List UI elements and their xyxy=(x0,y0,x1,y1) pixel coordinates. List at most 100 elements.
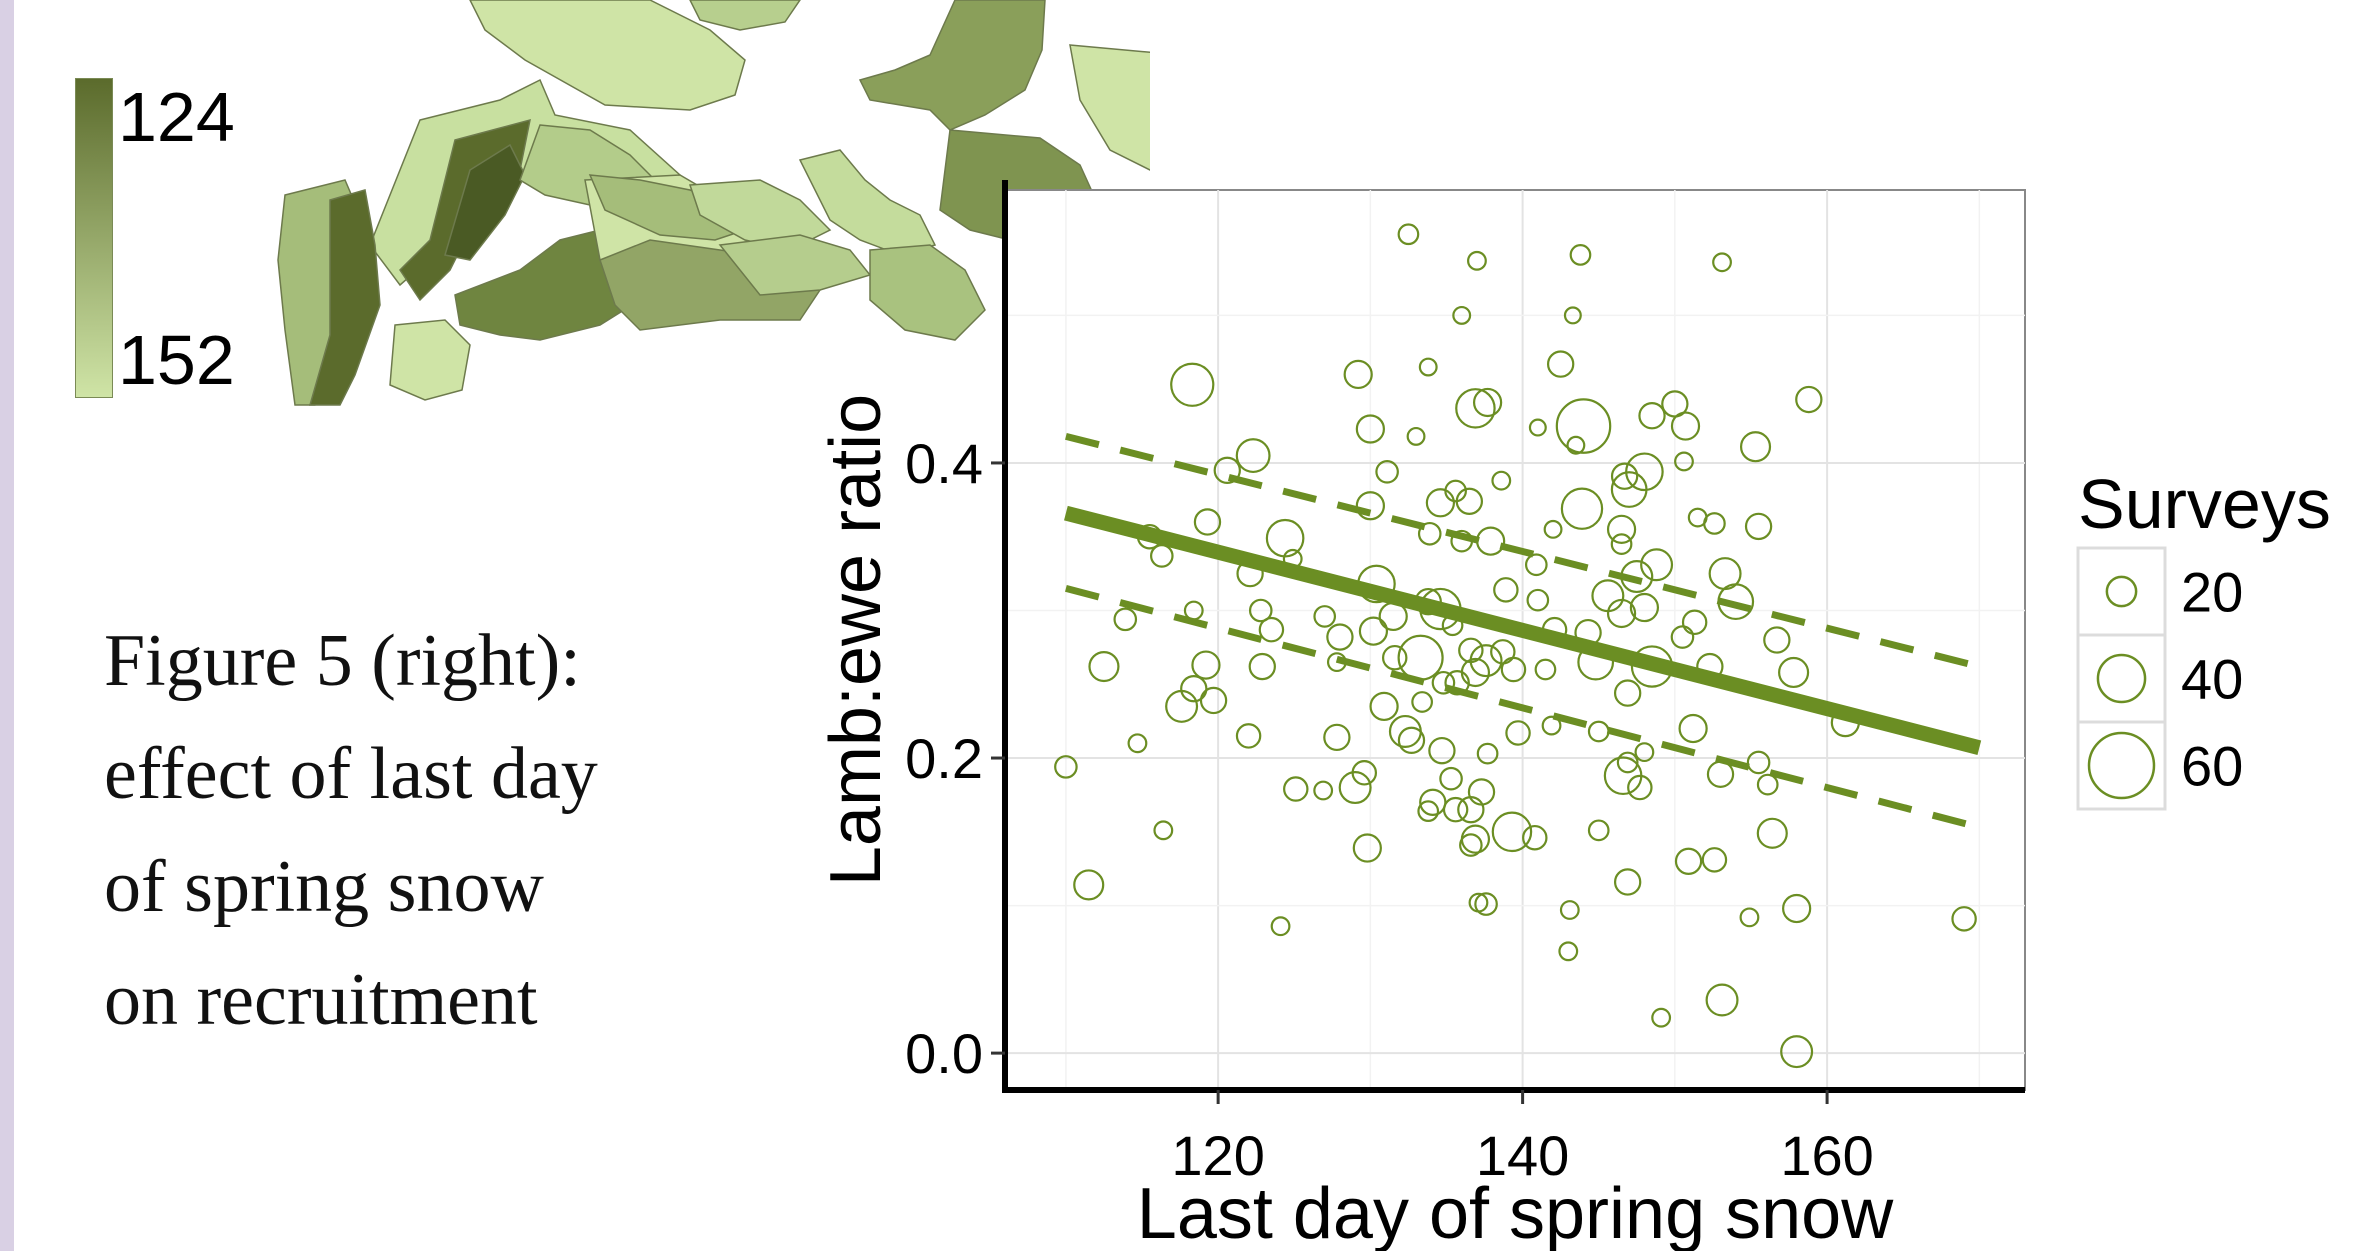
data-point xyxy=(1712,252,1732,273)
data-point xyxy=(1270,916,1291,937)
data-point xyxy=(1795,385,1823,414)
data-point xyxy=(1543,519,1563,539)
data-point xyxy=(1191,650,1221,680)
data-point xyxy=(1248,652,1276,681)
data-point xyxy=(1541,715,1562,736)
data-point xyxy=(1283,776,1309,802)
y-tick-label: 0.4 xyxy=(905,432,983,495)
data-point xyxy=(1491,811,1533,853)
map-region xyxy=(1069,44,1150,171)
data-point xyxy=(1701,847,1728,873)
data-point xyxy=(1439,766,1463,791)
data-point xyxy=(1522,824,1548,851)
data-point xyxy=(1235,723,1262,749)
figure-caption: Figure 5 (right): effect of last day of … xyxy=(104,605,724,1057)
data-point xyxy=(1411,691,1433,713)
data-point xyxy=(1343,359,1373,390)
map-region xyxy=(798,149,937,256)
data-point xyxy=(1778,656,1810,689)
data-point xyxy=(1546,350,1575,378)
data-point xyxy=(1369,691,1399,722)
data-point xyxy=(1555,398,1612,454)
size-legend-key xyxy=(2076,720,2167,811)
data-point xyxy=(1381,644,1408,671)
data-point xyxy=(1397,223,1420,246)
data-point xyxy=(1248,598,1273,623)
data-point xyxy=(1703,512,1726,535)
data-point xyxy=(1355,414,1385,444)
map-legend-bottom-label: 152 xyxy=(118,321,235,399)
data-point xyxy=(1674,451,1694,472)
data-point xyxy=(1452,305,1472,325)
data-point xyxy=(1756,817,1788,849)
data-point xyxy=(1455,487,1484,515)
data-point xyxy=(1566,435,1586,455)
data-point xyxy=(1558,941,1579,962)
data-point xyxy=(1323,723,1351,752)
data-point xyxy=(1681,609,1708,636)
data-point xyxy=(1638,402,1666,430)
data-point xyxy=(1472,387,1503,418)
data-point xyxy=(1559,900,1580,920)
caption-line: effect of last day xyxy=(104,733,598,815)
data-point xyxy=(1127,733,1148,754)
data-point xyxy=(1199,686,1228,715)
data-point xyxy=(1113,607,1138,632)
data-point xyxy=(1476,742,1499,765)
data-point xyxy=(1705,983,1739,1017)
data-point xyxy=(1746,750,1771,775)
ci-lower-line xyxy=(1065,584,1981,831)
data-point xyxy=(1457,795,1485,824)
data-point xyxy=(1524,553,1548,577)
data-point xyxy=(1526,588,1550,612)
size-legend-key xyxy=(2076,546,2167,637)
data-point xyxy=(1627,774,1653,801)
data-point xyxy=(1467,250,1487,271)
data-point xyxy=(1640,548,1674,582)
map-region xyxy=(444,143,526,261)
data-point xyxy=(1491,470,1512,491)
data-point xyxy=(1670,625,1695,649)
y-tick-label: 0.0 xyxy=(905,1022,983,1085)
data-point xyxy=(1355,491,1385,521)
size-legend-circle xyxy=(2105,575,2138,608)
size-legend-title: Surveys xyxy=(2078,465,2331,543)
data-point xyxy=(1235,438,1271,474)
map-region xyxy=(469,0,746,111)
size-legend-circle xyxy=(2096,653,2147,704)
data-point xyxy=(1474,892,1498,916)
data-point xyxy=(1610,471,1648,508)
data-point xyxy=(1351,760,1378,786)
data-point xyxy=(1613,868,1642,896)
data-point xyxy=(1444,670,1470,696)
data-point xyxy=(1674,847,1703,875)
data-point xyxy=(1468,892,1489,913)
map-region xyxy=(689,0,801,31)
data-point xyxy=(1425,488,1456,518)
data-point xyxy=(1610,462,1639,490)
ci-upper-line xyxy=(1065,432,1981,670)
data-point xyxy=(1782,893,1812,924)
data-point xyxy=(1073,869,1105,901)
size-legend-key xyxy=(2076,633,2167,724)
data-point xyxy=(1338,771,1372,805)
data-point xyxy=(1651,1007,1672,1028)
data-point xyxy=(1258,616,1285,643)
data-point xyxy=(1528,418,1547,437)
data-point xyxy=(1375,460,1399,484)
map-legend-top-label: 124 xyxy=(118,78,235,156)
data-point xyxy=(1951,906,1977,932)
x-tick-label: 120 xyxy=(1171,1124,1264,1187)
data-point xyxy=(1313,780,1334,801)
size-legend-label: 20 xyxy=(2181,561,2243,624)
data-point xyxy=(1613,679,1642,707)
data-point xyxy=(1534,658,1557,681)
data-point xyxy=(1358,616,1389,646)
data-point xyxy=(1560,487,1604,530)
data-point xyxy=(1606,514,1637,544)
data-point xyxy=(1428,736,1456,765)
data-point xyxy=(1569,244,1592,266)
data-point xyxy=(1418,357,1438,377)
data-point xyxy=(1763,626,1791,654)
